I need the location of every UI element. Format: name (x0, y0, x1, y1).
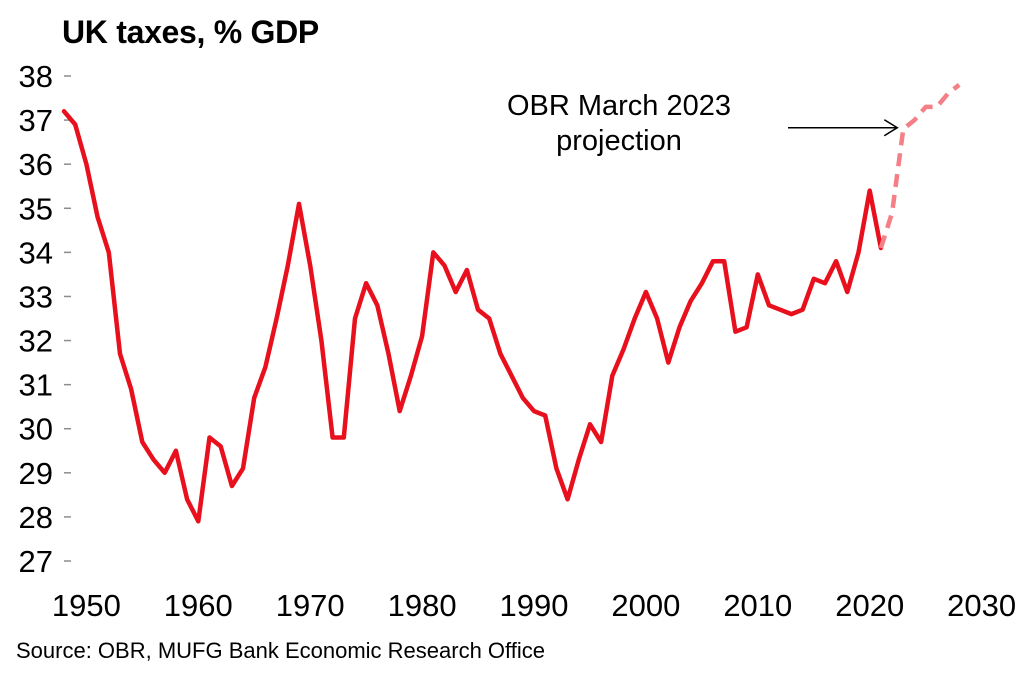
y-tick-label: 31 (19, 368, 53, 403)
y-tick-label: 29 (19, 456, 53, 491)
chart-title: UK taxes, % GDP (62, 14, 319, 50)
y-tick-label: 34 (19, 235, 53, 270)
x-tick-label: 1950 (52, 588, 121, 623)
x-tick-label: 2010 (723, 588, 792, 623)
x-tick-label: 2000 (611, 588, 680, 623)
y-tick-label: 28 (19, 500, 53, 535)
tick-label-layer: 38 37 36 35 34 33 32 31 30 29 28 27 1950 1960 1970 1980… (19, 59, 1017, 623)
x-tick-label: 1980 (388, 588, 457, 623)
x-tick-label: 2030 (947, 588, 1016, 623)
x-tick-label: 1960 (164, 588, 233, 623)
x-tick-label: 2020 (835, 588, 904, 623)
projection-line (878, 83, 961, 249)
y-tick-label: 38 (19, 59, 53, 94)
y-tick-label: 33 (19, 279, 53, 314)
y-tick-label: 35 (19, 191, 53, 226)
source-note: Source: OBR, MUFG Bank Economic Research… (16, 638, 545, 663)
y-tick-label: 37 (19, 103, 53, 138)
y-tick-label: 32 (19, 324, 53, 359)
y-tick-label: 30 (19, 412, 53, 447)
y-tick-label: 36 (19, 147, 53, 182)
annotation-text: OBR March 2023 (507, 90, 731, 122)
annotation-text: projection (556, 125, 682, 157)
x-tick-label: 1970 (276, 588, 345, 623)
axis-layer (64, 75, 71, 562)
y-tick-label: 27 (19, 544, 53, 579)
series-layer (61, 83, 961, 524)
x-tick-label: 1990 (500, 588, 569, 623)
annotation-arrowhead (883, 119, 899, 137)
actual-line (61, 109, 884, 524)
